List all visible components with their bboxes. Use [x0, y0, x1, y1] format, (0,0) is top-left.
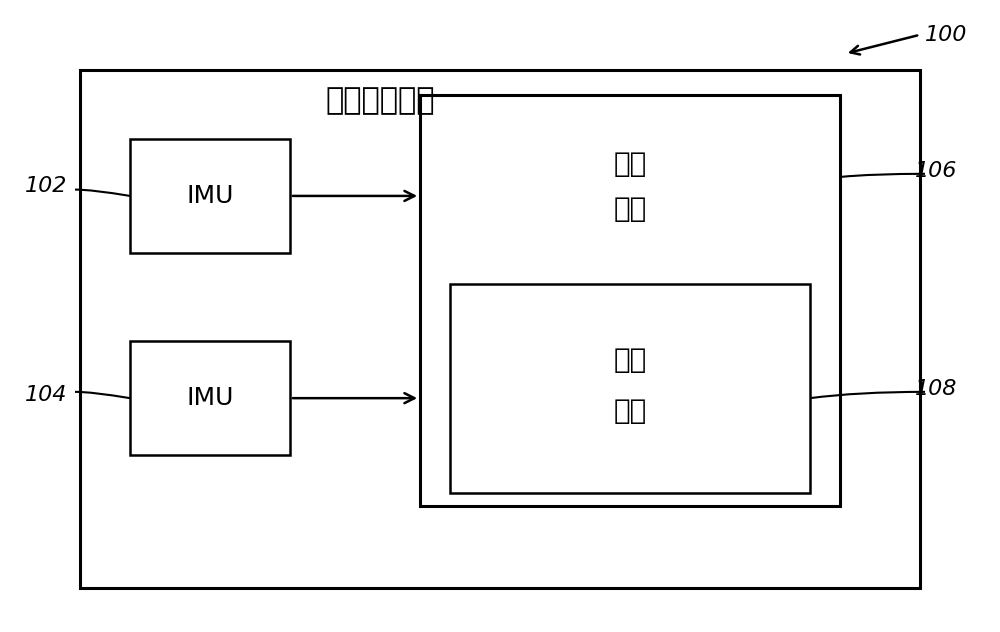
FancyBboxPatch shape [130, 341, 290, 455]
Text: 血压监测设备: 血压监测设备 [325, 87, 435, 116]
Text: 102: 102 [25, 176, 67, 197]
Text: 单元: 单元 [613, 195, 647, 222]
Text: 108: 108 [915, 379, 957, 399]
FancyBboxPatch shape [420, 95, 840, 506]
Text: 106: 106 [915, 161, 957, 181]
FancyBboxPatch shape [450, 284, 810, 493]
Text: IMU: IMU [186, 386, 234, 410]
Text: 分析: 分析 [613, 346, 647, 374]
Text: 100: 100 [925, 25, 967, 45]
Text: 模型: 模型 [613, 397, 647, 425]
Text: IMU: IMU [186, 184, 234, 208]
Text: 104: 104 [25, 385, 67, 405]
Text: 控制: 控制 [613, 150, 647, 178]
FancyBboxPatch shape [130, 139, 290, 253]
FancyBboxPatch shape [80, 70, 920, 588]
